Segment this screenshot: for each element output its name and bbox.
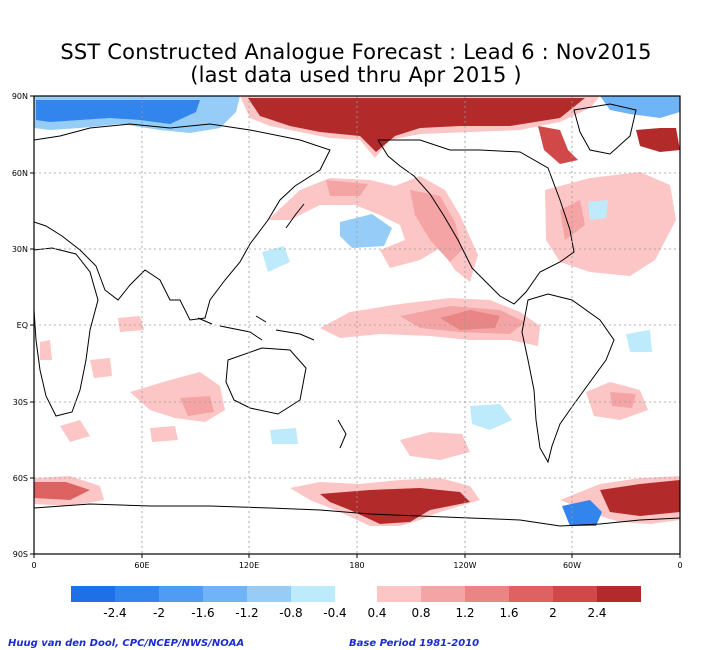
lon-label: 180 bbox=[349, 561, 364, 570]
colorbar-swatch-pos-5 bbox=[597, 586, 641, 602]
lat-label: 60N bbox=[12, 169, 28, 178]
colorbar-swatch-neg-0 bbox=[71, 586, 115, 602]
colorbar-label: 2 bbox=[549, 606, 557, 620]
south-america-outline bbox=[521, 293, 615, 464]
lon-label: 120E bbox=[239, 561, 259, 570]
lon-label: 60W bbox=[563, 561, 581, 570]
lat-label: 60S bbox=[13, 474, 28, 483]
axis-ticks bbox=[30, 95, 681, 558]
colorbar-label: -1.2 bbox=[235, 606, 258, 620]
base-period-text: Base Period 1981-2010 bbox=[349, 638, 480, 649]
colorbar-swatch-neg-4 bbox=[247, 586, 291, 602]
africa-outline bbox=[34, 247, 99, 417]
colorbar-label: -0.8 bbox=[279, 606, 302, 620]
map-title-line-1: SST Constructed Analogue Forecast : Lead… bbox=[60, 40, 652, 64]
north-atlantic-warm bbox=[545, 172, 676, 276]
anomaly-shading bbox=[34, 96, 680, 526]
colorbar-label: -2 bbox=[153, 606, 165, 620]
lon-label: 120W bbox=[453, 561, 476, 570]
lat-label: 30N bbox=[12, 245, 28, 254]
lat-labels: 90N 60N 30N EQ 30S 60S 90S bbox=[12, 92, 28, 559]
colorbar-label: 0.8 bbox=[411, 606, 430, 620]
greenland-outline bbox=[573, 103, 637, 155]
colorbar-label: 2.4 bbox=[587, 606, 606, 620]
colorbar-label: 1.2 bbox=[455, 606, 474, 620]
colorbar-label: -0.4 bbox=[323, 606, 346, 620]
lon-labels: 0 60E 120E 180 120W 60W 0 bbox=[31, 561, 682, 570]
colorbar-swatch-pos-2 bbox=[465, 586, 509, 602]
antarctica-outline bbox=[34, 503, 680, 527]
credit-text: Huug van den Dool, CPC/NCEP/NWS/NOAA bbox=[8, 638, 245, 649]
arctic-cold-core bbox=[36, 100, 200, 124]
colorbar-label: -2.4 bbox=[103, 606, 126, 620]
colorbar-swatch-pos-4 bbox=[553, 586, 597, 602]
eurasia-outline bbox=[34, 123, 331, 321]
lon-label: 0 bbox=[677, 561, 682, 570]
lon-label: 60E bbox=[134, 561, 149, 570]
southern-ocean-warm-pacific bbox=[320, 488, 470, 524]
map-title-line-2: (last data used thru Apr 2015 ) bbox=[190, 63, 522, 87]
colorbar-swatch-neg-3 bbox=[203, 586, 247, 602]
colorbar-swatch-pos-0 bbox=[377, 586, 421, 602]
colorbar bbox=[71, 586, 641, 602]
colorbar-swatch-pos-1 bbox=[421, 586, 465, 602]
colorbar-label: 0.4 bbox=[367, 606, 386, 620]
colorbar-swatch-pos-3 bbox=[509, 586, 553, 602]
colorbar-swatch-neg-2 bbox=[159, 586, 203, 602]
indian-ocean-warm bbox=[130, 372, 225, 422]
lat-label: 90N bbox=[12, 92, 28, 101]
lat-label: 90S bbox=[13, 550, 28, 559]
colorbar-label: -1.6 bbox=[191, 606, 214, 620]
colorbar-labels: -2.4 -2 -1.6 -1.2 -0.8 -0.4 0.4 0.8 1.2 … bbox=[103, 606, 606, 620]
lon-label: 0 bbox=[31, 561, 36, 570]
north-america-outline bbox=[377, 139, 575, 305]
lat-lon-grid bbox=[34, 96, 680, 554]
lat-label: EQ bbox=[17, 321, 28, 330]
colorbar-swatch-neg-1 bbox=[115, 586, 159, 602]
coastlines bbox=[34, 103, 680, 527]
lat-label: 30S bbox=[13, 398, 28, 407]
colorbar-swatch-neg-5 bbox=[291, 586, 335, 602]
australia-outline bbox=[225, 347, 307, 415]
colorbar-label: 1.6 bbox=[499, 606, 518, 620]
